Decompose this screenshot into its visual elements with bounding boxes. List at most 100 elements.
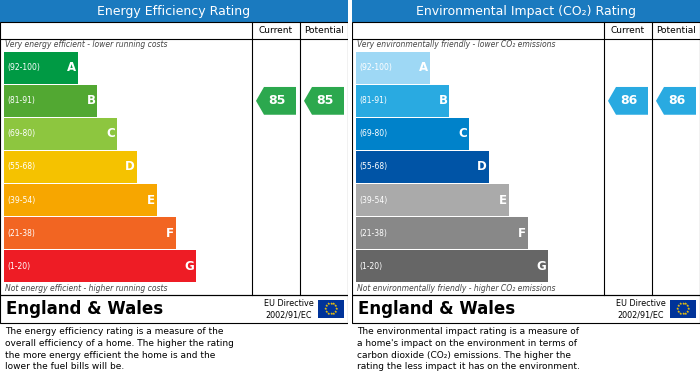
Text: ★: ★ [686,304,690,308]
Bar [352,22,700,295]
Text: G: G [536,260,546,273]
Text: (21-38): (21-38) [7,229,35,238]
Text: ★: ★ [326,302,330,306]
Bar [4,52,78,84]
Text: Not environmentally friendly - higher CO₂ emissions: Not environmentally friendly - higher CO… [357,284,556,293]
Bar [356,217,528,249]
Text: (81-91): (81-91) [7,96,35,105]
Text: ★: ★ [684,312,687,316]
Text: The environmental impact rating is a measure of
a home's impact on the environme: The environmental impact rating is a mea… [357,327,580,371]
Text: C: C [458,127,467,140]
Text: Potential: Potential [304,26,344,35]
Text: ★: ★ [332,302,335,306]
Text: ★: ★ [686,310,690,314]
Text: (81-91): (81-91) [359,96,387,105]
Text: (1-20): (1-20) [7,262,30,271]
Text: 85: 85 [269,94,286,108]
Text: ★: ★ [677,310,680,314]
Text: EU Directive
2002/91/EC: EU Directive 2002/91/EC [265,299,314,319]
Text: Very environmentally friendly - lower CO₂ emissions: Very environmentally friendly - lower CO… [357,40,556,49]
Text: (69-80): (69-80) [7,129,35,138]
Text: ★: ★ [326,312,330,316]
Text: D: D [125,160,135,174]
Bar [4,250,196,282]
Polygon shape [304,87,344,115]
Bar [318,300,344,318]
Text: ★: ★ [334,304,337,308]
Text: ★: ★ [325,304,328,308]
Text: ★: ★ [684,302,687,306]
Text: The energy efficiency rating is a measure of the
overall efficiency of a home. T: The energy efficiency rating is a measur… [5,327,234,371]
Bar [0,0,348,22]
Text: ★: ★ [335,307,338,311]
Bar [352,0,700,22]
Text: G: G [184,260,194,273]
Text: 85: 85 [316,94,334,108]
Text: ★: ★ [678,302,682,306]
Text: D: D [477,160,486,174]
Bar [0,22,348,295]
Text: 86: 86 [668,94,686,108]
Polygon shape [256,87,296,115]
Bar [0,323,348,391]
Bar [352,323,700,391]
Text: Potential: Potential [656,26,696,35]
Bar [352,295,700,323]
Text: (55-68): (55-68) [359,163,387,172]
Text: F: F [166,227,174,240]
Text: EU Directive
2002/91/EC: EU Directive 2002/91/EC [616,299,666,319]
Text: (55-68): (55-68) [7,163,35,172]
Text: 86: 86 [621,94,638,108]
Text: ★: ★ [678,312,682,316]
Text: B: B [438,94,447,108]
Text: Environmental Impact (CO₂) Rating: Environmental Impact (CO₂) Rating [416,5,636,18]
Text: ★: ★ [325,310,328,314]
Bar [356,85,449,117]
Bar [0,295,348,323]
Bar [4,184,157,216]
Text: Not energy efficient - higher running costs: Not energy efficient - higher running co… [5,284,167,293]
Text: Current: Current [259,26,293,35]
Text: ★: ★ [681,301,685,306]
Bar [356,250,548,282]
Bar [4,151,136,183]
Text: ★: ★ [332,312,335,316]
Bar [4,85,97,117]
Bar [352,22,700,295]
Text: (69-80): (69-80) [359,129,387,138]
Text: ★: ★ [334,310,337,314]
Text: ★: ★ [329,312,332,316]
Text: ★: ★ [687,307,690,311]
Polygon shape [608,87,648,115]
Polygon shape [656,87,696,115]
Text: ★: ★ [677,304,680,308]
Text: England & Wales: England & Wales [6,300,163,318]
Text: ★: ★ [681,312,685,316]
Bar [670,300,696,318]
Text: (39-54): (39-54) [359,196,387,204]
Text: A: A [419,61,428,74]
Text: ★: ★ [329,301,332,306]
Bar [0,22,348,295]
Bar [356,52,430,84]
Bar [356,151,489,183]
Text: ★: ★ [676,307,679,311]
Text: C: C [106,127,116,140]
Text: (92-100): (92-100) [7,63,40,72]
Bar [348,0,352,391]
Text: (1-20): (1-20) [359,262,382,271]
Text: B: B [87,94,95,108]
Bar [352,295,700,323]
Text: A: A [66,61,76,74]
Bar [356,118,469,150]
Text: E: E [498,194,507,206]
Text: (92-100): (92-100) [359,63,392,72]
Text: England & Wales: England & Wales [358,300,515,318]
Text: Current: Current [611,26,645,35]
Text: (21-38): (21-38) [359,229,387,238]
Text: Very energy efficient - lower running costs: Very energy efficient - lower running co… [5,40,167,49]
Bar [4,217,176,249]
Text: Energy Efficiency Rating: Energy Efficiency Rating [97,5,251,18]
Text: E: E [146,194,155,206]
Bar [4,118,117,150]
